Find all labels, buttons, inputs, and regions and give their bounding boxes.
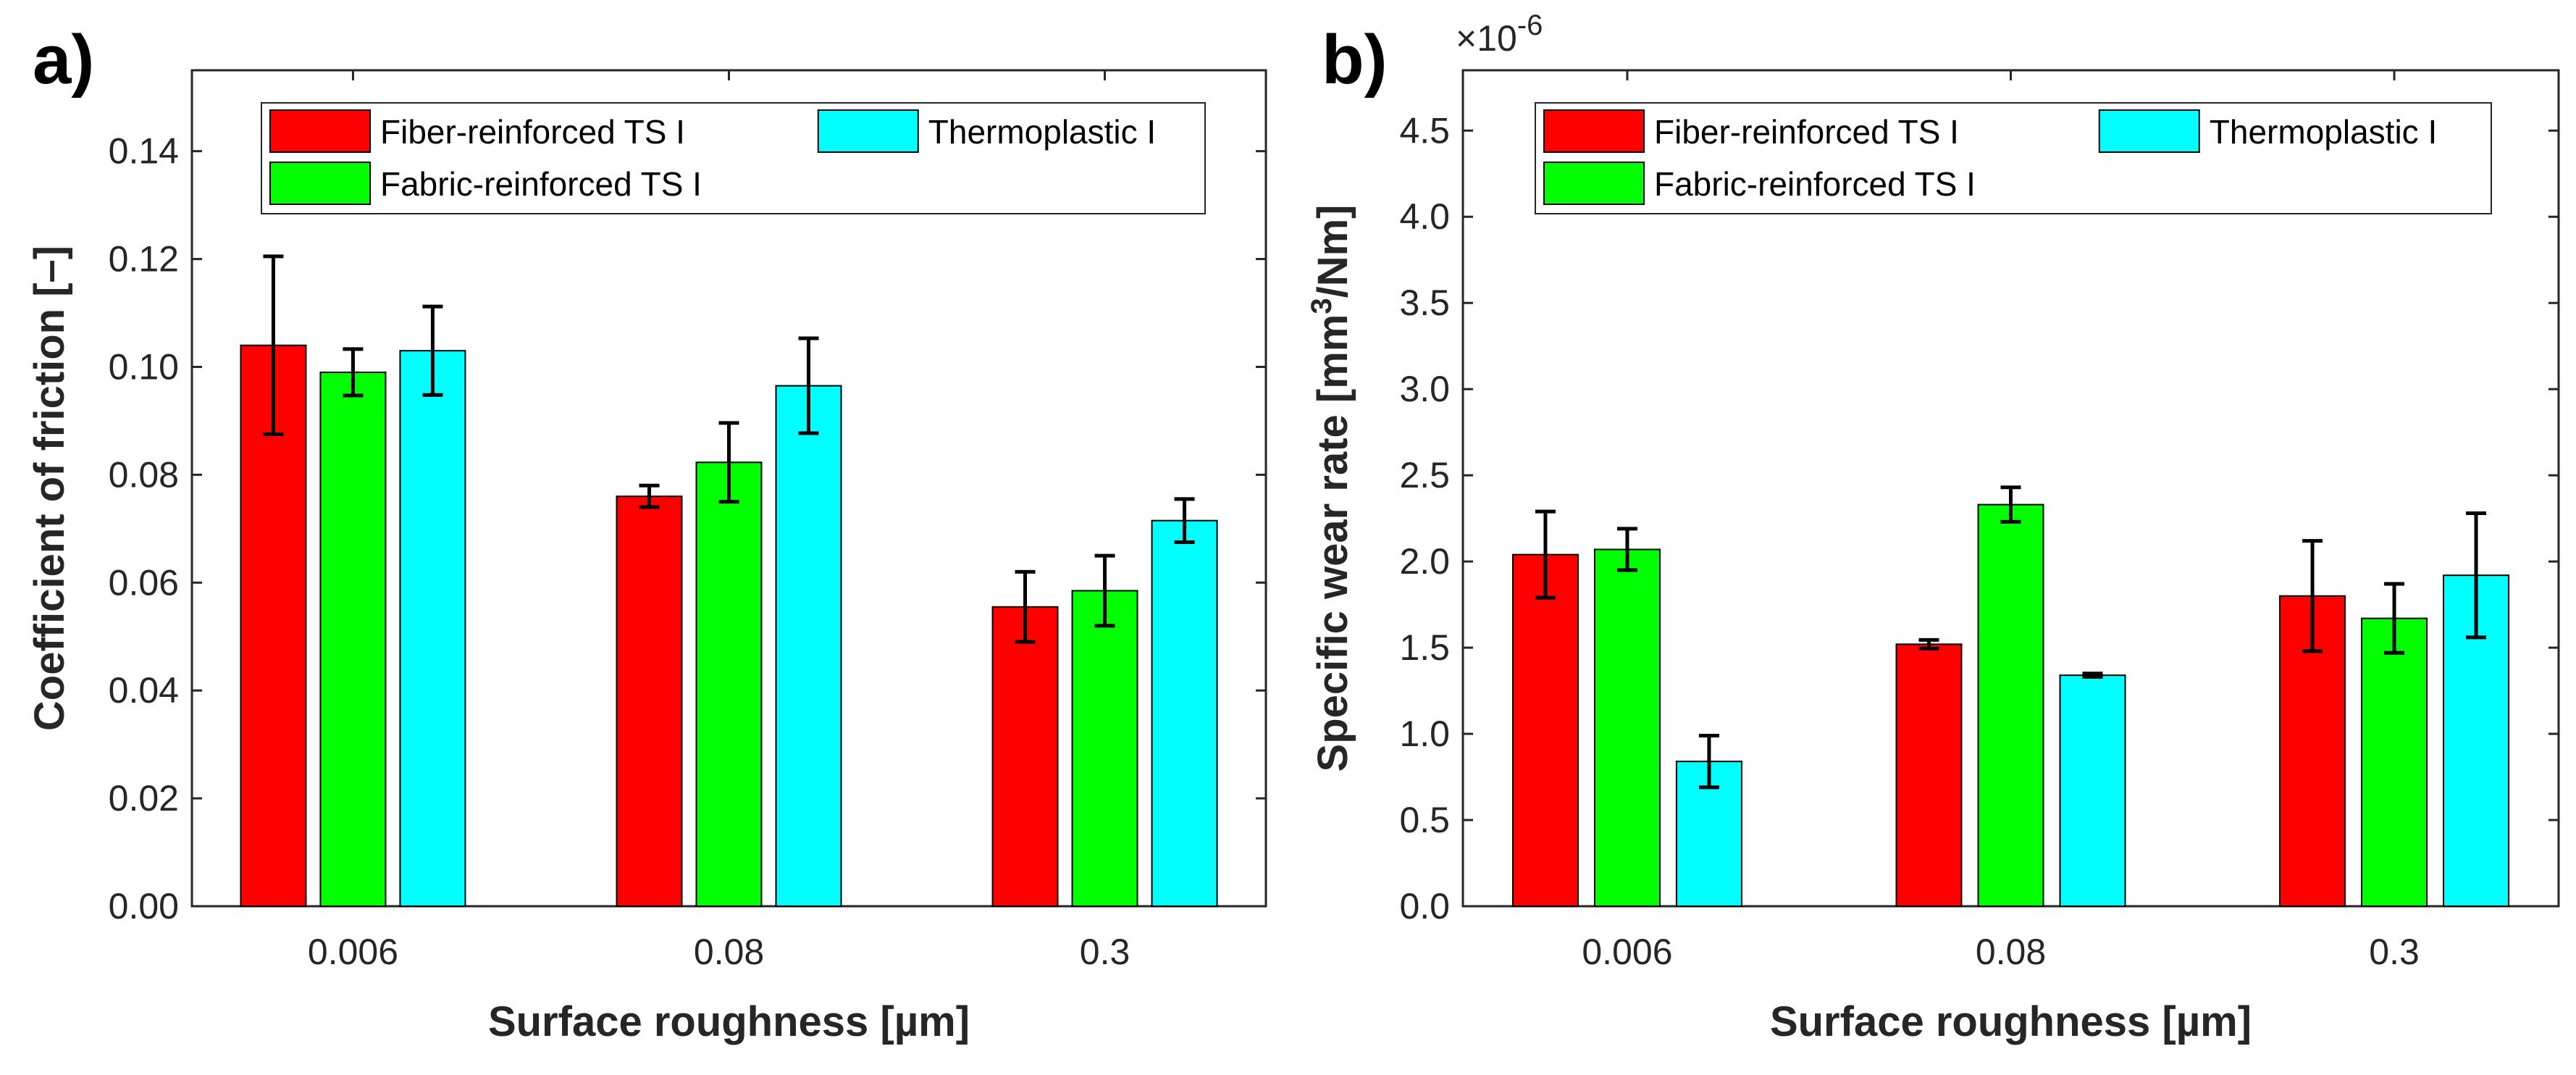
legend-swatch — [1543, 109, 1645, 153]
bar-fiber-reinforced-ts-i-0 — [240, 344, 307, 907]
y-axis-exponent-base: ×10 — [1456, 18, 1517, 59]
bar-fabric-reinforced-ts-i-2 — [2361, 617, 2428, 907]
y-tick-label: 2.5 — [1399, 455, 1450, 495]
x-tick-label: 0.006 — [1582, 932, 1672, 972]
bar-fiber-reinforced-ts-i-1 — [1895, 643, 1963, 908]
y-axis-exponent: ×10-6 — [1456, 9, 1543, 59]
y-tick-label: 0.5 — [1399, 800, 1450, 840]
y-axis-label-main: Specific wear rate [mm — [1309, 314, 1356, 772]
legend-swatch — [269, 109, 371, 153]
y-tick-label: 1.5 — [1399, 627, 1450, 668]
legend-label: Fabric-reinforced TS I — [1654, 165, 1976, 203]
bar-thermoplastic-i-0 — [399, 350, 466, 907]
bar-fiber-reinforced-ts-i-1 — [616, 495, 683, 907]
y-tick-label: 4.5 — [1399, 110, 1450, 151]
legend-swatch — [817, 109, 919, 153]
y-tick-label: 4.0 — [1399, 196, 1450, 237]
x-tick-label: 0.3 — [1080, 932, 1130, 972]
y-axis-label: Coefficient of friction [–] — [26, 246, 73, 731]
y-axis-label-superscript: 3 — [1306, 298, 1338, 314]
bar-fabric-reinforced-ts-i-0 — [319, 371, 387, 907]
legend-box — [261, 102, 1206, 214]
panel-label: a) — [33, 21, 94, 99]
bar-fiber-reinforced-ts-i-0 — [1511, 553, 1579, 908]
y-axis-label-tail: /Nm] — [1309, 205, 1356, 298]
panel-label: b) — [1322, 21, 1388, 99]
bar-fabric-reinforced-ts-i-1 — [695, 461, 763, 907]
bar-fiber-reinforced-ts-i-2 — [991, 606, 1059, 907]
legend-swatch — [269, 162, 371, 205]
x-tick-label: 0.08 — [694, 932, 764, 972]
panel-a: 0.00 0.02 0.04 0.06 0.08 0.10 0.12 0.14 0.006 0.0… — [26, 21, 1267, 1045]
y-tick-label: 0.10 — [109, 346, 179, 387]
bar-fabric-reinforced-ts-i-0 — [1593, 548, 1661, 907]
y-tick-label: 0.14 — [109, 131, 179, 172]
y-tick-label: 0.0 — [1399, 886, 1450, 926]
y-axis-exponent-power: -6 — [1517, 9, 1543, 41]
y-tick-label: 0.00 — [109, 886, 179, 926]
y-tick-label: 0.06 — [109, 562, 179, 603]
bar-thermoplastic-i-2 — [1151, 519, 1218, 907]
legend-swatch — [1543, 162, 1645, 205]
y-tick-label: 0.12 — [109, 239, 179, 280]
x-axis-label: Surface roughness [µm] — [1770, 998, 2252, 1045]
y-tick-label: 2.0 — [1399, 541, 1450, 582]
x-axis-label: Surface roughness [µm] — [488, 998, 970, 1045]
y-tick-label: 1.0 — [1399, 714, 1450, 754]
y-tick-label: 3.0 — [1399, 369, 1450, 409]
panel-b: 0.0 0.5 1.0 1.5 2.0 2.5 3.0 3.5 4.0 4.5 0.006 0.08 0… — [1306, 9, 2560, 1045]
y-tick-label: 0.02 — [109, 778, 179, 819]
legend-label: Fabric-reinforced TS I — [380, 165, 702, 203]
legend-label: Fiber-reinforced TS I — [1654, 113, 1959, 151]
legend-label: Fiber-reinforced TS I — [380, 113, 685, 151]
bar-thermoplastic-i-1 — [775, 385, 842, 907]
legend-box — [1535, 102, 2492, 214]
bar-fabric-reinforced-ts-i-2 — [1071, 590, 1138, 907]
bar-fabric-reinforced-ts-i-1 — [1977, 503, 2044, 907]
legend-swatch — [2098, 109, 2200, 153]
y-tick-label: 3.5 — [1399, 283, 1450, 323]
legend-label: Thermoplastic I — [928, 113, 1156, 151]
bar-thermoplastic-i-1 — [2059, 674, 2126, 908]
y-tick-label: 0.04 — [109, 670, 179, 711]
x-tick-label: 0.3 — [2369, 932, 2420, 972]
y-axis-label: Specific wear rate [mm3/Nm] — [1306, 205, 1356, 772]
x-tick-label: 0.08 — [1976, 932, 2046, 972]
legend-label: Thermoplastic I — [2210, 113, 2437, 151]
y-tick-label: 0.08 — [109, 454, 179, 495]
x-tick-label: 0.006 — [308, 932, 398, 972]
